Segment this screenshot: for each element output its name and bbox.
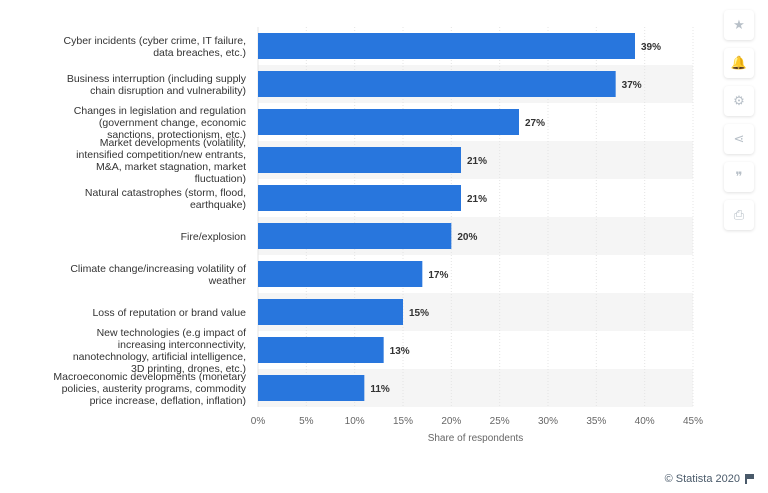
flag-icon	[745, 474, 754, 484]
bar[interactable]	[258, 299, 403, 325]
category-label: Business interruption (including supply c…	[67, 73, 247, 97]
star-icon[interactable]: ★	[724, 10, 754, 40]
quote-icon[interactable]: ❞	[724, 162, 754, 192]
bell-icon[interactable]: 🔔	[724, 48, 754, 78]
category-labels: Cyber incidents (cyber crime, IT failure…	[53, 35, 246, 407]
x-tick-label: 5%	[299, 416, 314, 427]
category-label: New technologies (e.g impact of increasin…	[73, 327, 246, 375]
value-labels: 39% 37% 27% 21% 21% 20% 17% 15% 13% 11%	[370, 42, 661, 395]
x-tick-label: 20%	[441, 416, 461, 427]
x-tick-label: 30%	[538, 416, 558, 427]
x-tick-label: 0%	[251, 416, 266, 427]
bar[interactable]	[258, 261, 423, 287]
chart-toolbar: ★ 🔔 ⚙ ⋖ ❞ ⎙	[724, 10, 760, 238]
value-label: 11%	[370, 384, 390, 395]
value-label: 21%	[467, 194, 487, 205]
print-icon[interactable]: ⎙	[724, 200, 754, 230]
x-axis-ticks: 0% 5% 10% 15% 20% 25% 30% 35% 40% 45%	[251, 416, 703, 427]
bar[interactable]	[258, 147, 461, 173]
bar[interactable]	[258, 185, 461, 211]
gear-icon[interactable]: ⚙	[724, 86, 754, 116]
category-label: Climate change/increasing volatility of w…	[70, 263, 246, 287]
bar[interactable]	[258, 375, 365, 401]
value-label: 17%	[428, 270, 448, 281]
value-label: 21%	[467, 156, 487, 167]
value-label: 37%	[622, 80, 642, 91]
value-label: 13%	[390, 346, 410, 357]
share-icon[interactable]: ⋖	[724, 124, 754, 154]
statista-credit[interactable]: © Statista 2020	[665, 473, 754, 485]
x-tick-label: 40%	[635, 416, 655, 427]
category-label: Macroeconomic developments (monetary poli…	[53, 371, 246, 407]
value-label: 39%	[641, 42, 661, 53]
x-tick-label: 45%	[683, 416, 703, 427]
value-label: 27%	[525, 118, 545, 129]
x-tick-label: 10%	[345, 416, 365, 427]
bar[interactable]	[258, 71, 616, 97]
category-label: Loss of reputation or brand value	[92, 307, 246, 319]
x-tick-label: 35%	[586, 416, 606, 427]
bar[interactable]	[258, 337, 384, 363]
bar[interactable]	[258, 223, 452, 249]
category-label: Natural catastrophes (storm, flood, earth…	[85, 187, 246, 211]
category-label: Cyber incidents (cyber crime, IT failure…	[64, 35, 246, 59]
x-tick-label: 25%	[490, 416, 510, 427]
x-tick-label: 15%	[393, 416, 413, 427]
value-label: 20%	[457, 232, 477, 243]
bars	[258, 33, 635, 401]
bar[interactable]	[258, 109, 519, 135]
category-label: Fire/explosion	[181, 231, 247, 243]
credit-text: © Statista 2020	[664, 473, 740, 485]
category-label: Market developments (volatility, intensif…	[76, 137, 246, 185]
bar[interactable]	[258, 33, 635, 59]
value-label: 15%	[409, 308, 429, 319]
x-axis-title: Share of respondents	[428, 433, 524, 444]
category-label: Changes in legislation and regulation (go…	[74, 105, 246, 141]
